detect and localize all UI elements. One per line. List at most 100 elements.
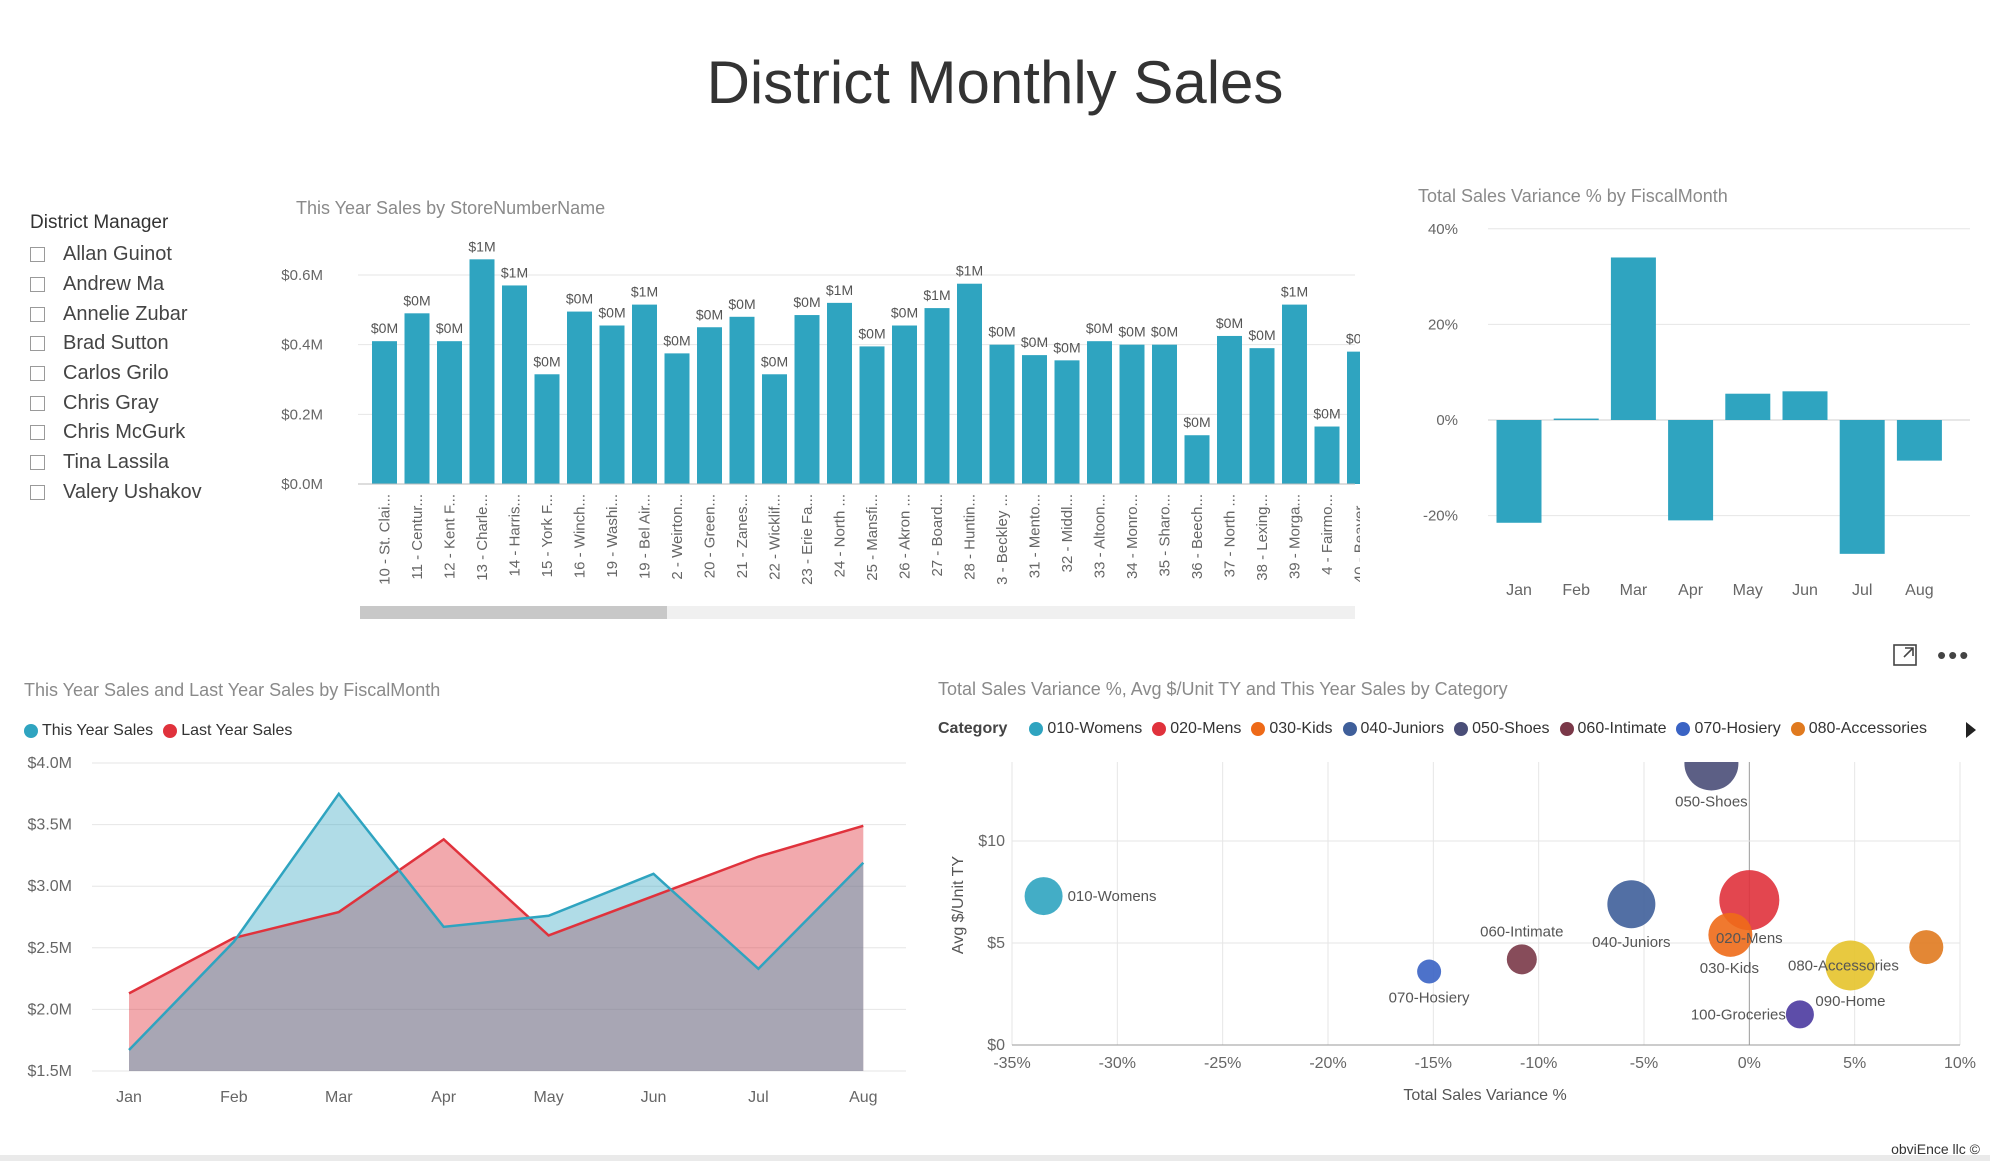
y-tick-label: $3.0M — [28, 878, 72, 895]
x-tick-label: 19 - Washi... — [604, 494, 621, 578]
bar[interactable] — [859, 346, 885, 484]
bar[interactable] — [1217, 335, 1242, 484]
scrollbar-thumb[interactable] — [360, 606, 667, 619]
bar[interactable] — [1496, 420, 1542, 523]
slicer-item-label: Tina Lassila — [63, 451, 169, 474]
bar[interactable] — [1668, 420, 1714, 521]
checkbox[interactable] — [30, 336, 45, 352]
slicer-item[interactable]: Tina Lassila — [30, 448, 202, 478]
line-last-year-sales[interactable] — [128, 824, 864, 995]
y-tick-label: 40% — [1428, 221, 1458, 238]
legend-item[interactable]: 080-Accessories — [1790, 720, 1928, 738]
bar[interactable] — [827, 302, 852, 484]
checkbox[interactable] — [30, 306, 45, 322]
scatter-bubble[interactable] — [1607, 880, 1656, 929]
x-tick-label: 5% — [1843, 1055, 1866, 1072]
bar[interactable] — [957, 283, 982, 484]
bar[interactable] — [469, 259, 495, 484]
bar[interactable] — [632, 304, 657, 484]
more-options-icon[interactable]: ••• — [1937, 640, 1971, 670]
bar[interactable] — [729, 316, 755, 484]
bar[interactable] — [1184, 435, 1210, 484]
x-tick-label: 0% — [1738, 1055, 1761, 1072]
bar[interactable] — [892, 325, 917, 484]
legend-next-arrow-icon[interactable] — [1966, 722, 1976, 738]
legend-last-year-sales[interactable]: Last Year Sales — [163, 722, 292, 740]
bar-data-label: $0M — [1216, 315, 1243, 331]
scatter-bubble[interactable] — [1825, 940, 1876, 991]
scatter-bubble[interactable] — [1024, 877, 1063, 916]
x-tick-label: Aug — [849, 1089, 877, 1106]
scatter-bubble[interactable] — [1708, 912, 1753, 957]
slicer-item[interactable]: Andrew Ma — [30, 270, 202, 300]
bar[interactable] — [1152, 344, 1177, 484]
bar[interactable] — [1119, 344, 1145, 484]
bar[interactable] — [1782, 391, 1828, 420]
line-this-year-sales[interactable] — [128, 791, 865, 1051]
bar[interactable] — [989, 344, 1015, 484]
legend-label: 080-Accessories — [1808, 720, 1928, 737]
legend-this-year-sales[interactable]: This Year Sales — [24, 722, 153, 740]
bar-data-label: $0M — [566, 291, 593, 307]
bar[interactable] — [437, 341, 462, 484]
focus-mode-icon[interactable] — [1893, 644, 1917, 666]
legend-item[interactable]: 010-Womens — [1029, 720, 1142, 738]
bar[interactable] — [404, 313, 430, 484]
bar[interactable] — [1347, 351, 1360, 484]
slicer-item[interactable]: Carlos Grilo — [30, 359, 202, 389]
scatter-bubble[interactable] — [1909, 930, 1944, 965]
bar[interactable] — [1022, 355, 1047, 484]
bar[interactable] — [1896, 420, 1942, 461]
legend-item[interactable]: 030-Kids — [1251, 720, 1333, 738]
bar[interactable] — [794, 315, 820, 484]
scatter-bubble[interactable] — [1785, 1000, 1814, 1029]
slicer-item[interactable]: Allan Guinot — [30, 240, 202, 270]
bar[interactable] — [697, 327, 722, 484]
checkbox[interactable] — [30, 277, 45, 293]
legend-item[interactable]: 070-Hosiery — [1676, 720, 1781, 738]
checkbox[interactable] — [30, 247, 45, 263]
bar[interactable] — [1314, 426, 1340, 484]
checkbox[interactable] — [30, 455, 45, 471]
checkbox[interactable] — [30, 425, 45, 441]
bar[interactable] — [372, 341, 397, 484]
bar[interactable] — [1553, 418, 1599, 421]
legend-item[interactable]: 060-Intimate — [1559, 720, 1666, 738]
bubble-label: 060-Intimate — [1480, 923, 1563, 940]
bar[interactable] — [534, 374, 560, 484]
slicer-item[interactable]: Annelie Zubar — [30, 299, 202, 329]
bar[interactable] — [567, 311, 592, 484]
bar[interactable] — [762, 374, 787, 484]
slicer-item[interactable]: Chris McGurk — [30, 418, 202, 448]
checkbox[interactable] — [30, 484, 45, 500]
bar[interactable] — [1610, 257, 1656, 420]
legend-item[interactable]: 050-Shoes — [1454, 720, 1550, 738]
checkbox[interactable] — [30, 366, 45, 382]
x-tick-label: 28 - Huntin... — [962, 494, 979, 580]
bar[interactable] — [599, 325, 625, 484]
bar-data-label: $1M — [501, 264, 528, 280]
legend-item[interactable]: 020-Mens — [1152, 720, 1241, 738]
scatter-bubble[interactable] — [1417, 959, 1442, 984]
bar[interactable] — [1839, 420, 1885, 554]
checkbox[interactable] — [30, 395, 45, 411]
store-sales-bar-chart: $0.0M $0.2M $0.4M $0.6M $0M 10 - St. Clai... $… — [281, 238, 1360, 619]
bar[interactable] — [664, 353, 690, 484]
bar[interactable] — [1087, 341, 1112, 484]
bar[interactable] — [1725, 393, 1771, 420]
bar[interactable] — [1282, 304, 1307, 484]
bar[interactable] — [1249, 348, 1275, 484]
bar[interactable] — [502, 285, 527, 484]
slicer-title: District Manager — [30, 212, 169, 233]
bar[interactable] — [1054, 360, 1080, 484]
scatter-bubble[interactable] — [1684, 750, 1739, 791]
scatter-points — [1024, 750, 1944, 1029]
bar[interactable] — [924, 308, 950, 484]
scatter-bubble[interactable] — [1506, 944, 1537, 975]
slicer-item[interactable]: Chris Gray — [30, 388, 202, 418]
legend-item[interactable]: 040-Juniors — [1342, 720, 1444, 738]
slicer-item[interactable]: Brad Sutton — [30, 329, 202, 359]
legend-label: 030-Kids — [1269, 720, 1333, 737]
slicer-item[interactable]: Valery Ushakov — [30, 478, 202, 508]
y-tick-label: $0.6M — [281, 267, 323, 284]
